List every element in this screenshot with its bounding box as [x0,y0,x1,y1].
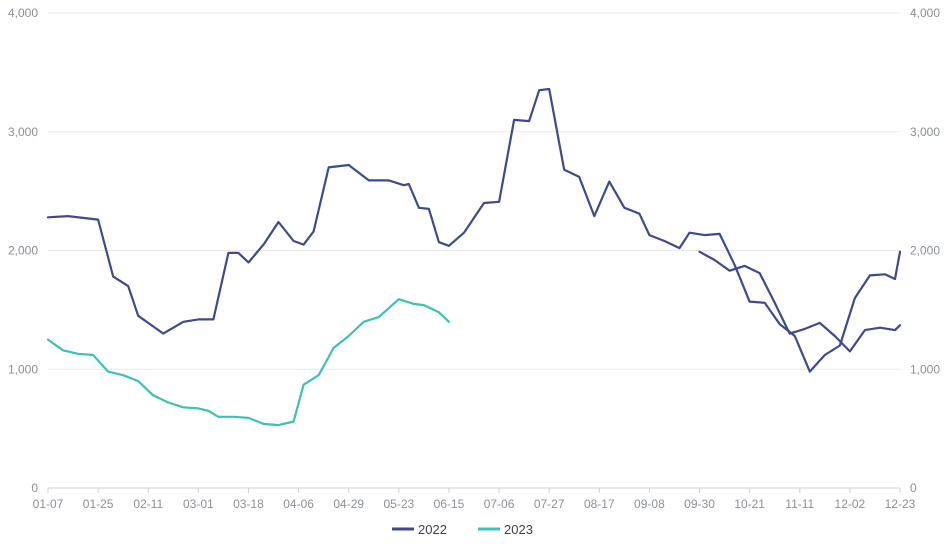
x-tick-label: 04-06 [283,497,314,511]
series-line-2023 [46,298,450,427]
y-axis-right: 0 1,000 2,000 3,000 4,000 [910,6,940,495]
y-tick-label-right: 0 [910,481,917,495]
x-tick-label: 03-18 [233,497,264,511]
y-tick-label-left: 2,000 [8,244,38,258]
series-line-2022 [46,87,902,373]
y-axis-left: 0 1,000 2,000 3,000 4,000 [8,6,38,495]
y-tick-label-left: 4,000 [8,6,38,20]
y-tick-label-left: 3,000 [8,125,38,139]
x-tick-label: 09-30 [684,497,715,511]
x-tick-label: 05-23 [383,497,414,511]
gridlines [47,12,901,493]
x-tick-label: 09-08 [634,497,665,511]
x-tick-label: 07-27 [534,497,565,511]
y-tick-label-left: 0 [31,481,38,495]
x-tick-label: 07-06 [484,497,515,511]
y-tick-label-right: 2,000 [910,244,940,258]
series-lines [46,87,902,427]
x-tick-label: 01-07 [33,497,64,511]
y-tick-label-right: 3,000 [910,125,940,139]
x-tick-label: 04-29 [333,497,364,511]
x-tick-label: 02-11 [133,497,163,511]
x-tick-label: 08-17 [584,497,615,511]
x-tick-label: 10-21 [734,497,765,511]
x-tick-label: 06-15 [434,497,465,511]
y-tick-label-left: 1,000 [8,362,38,376]
x-tick-label: 03-01 [183,497,214,511]
legend-label-2022: 2022 [418,522,447,537]
x-tick-label: 11-11 [785,497,814,511]
x-tick-label: 01-25 [83,497,114,511]
x-tick-label: 12-02 [835,497,866,511]
x-tick-label: 12-23 [885,497,916,511]
legend: 2022 2023 [392,522,533,537]
y-tick-label-right: 4,000 [910,6,940,20]
legend-label-2023: 2023 [504,522,533,537]
series-line-2022-tail [698,250,902,353]
y-tick-label-right: 1,000 [910,362,940,376]
x-axis: 01-07 01-25 02-11 03-01 03-18 04-06 04-29 05-23… [33,497,916,511]
